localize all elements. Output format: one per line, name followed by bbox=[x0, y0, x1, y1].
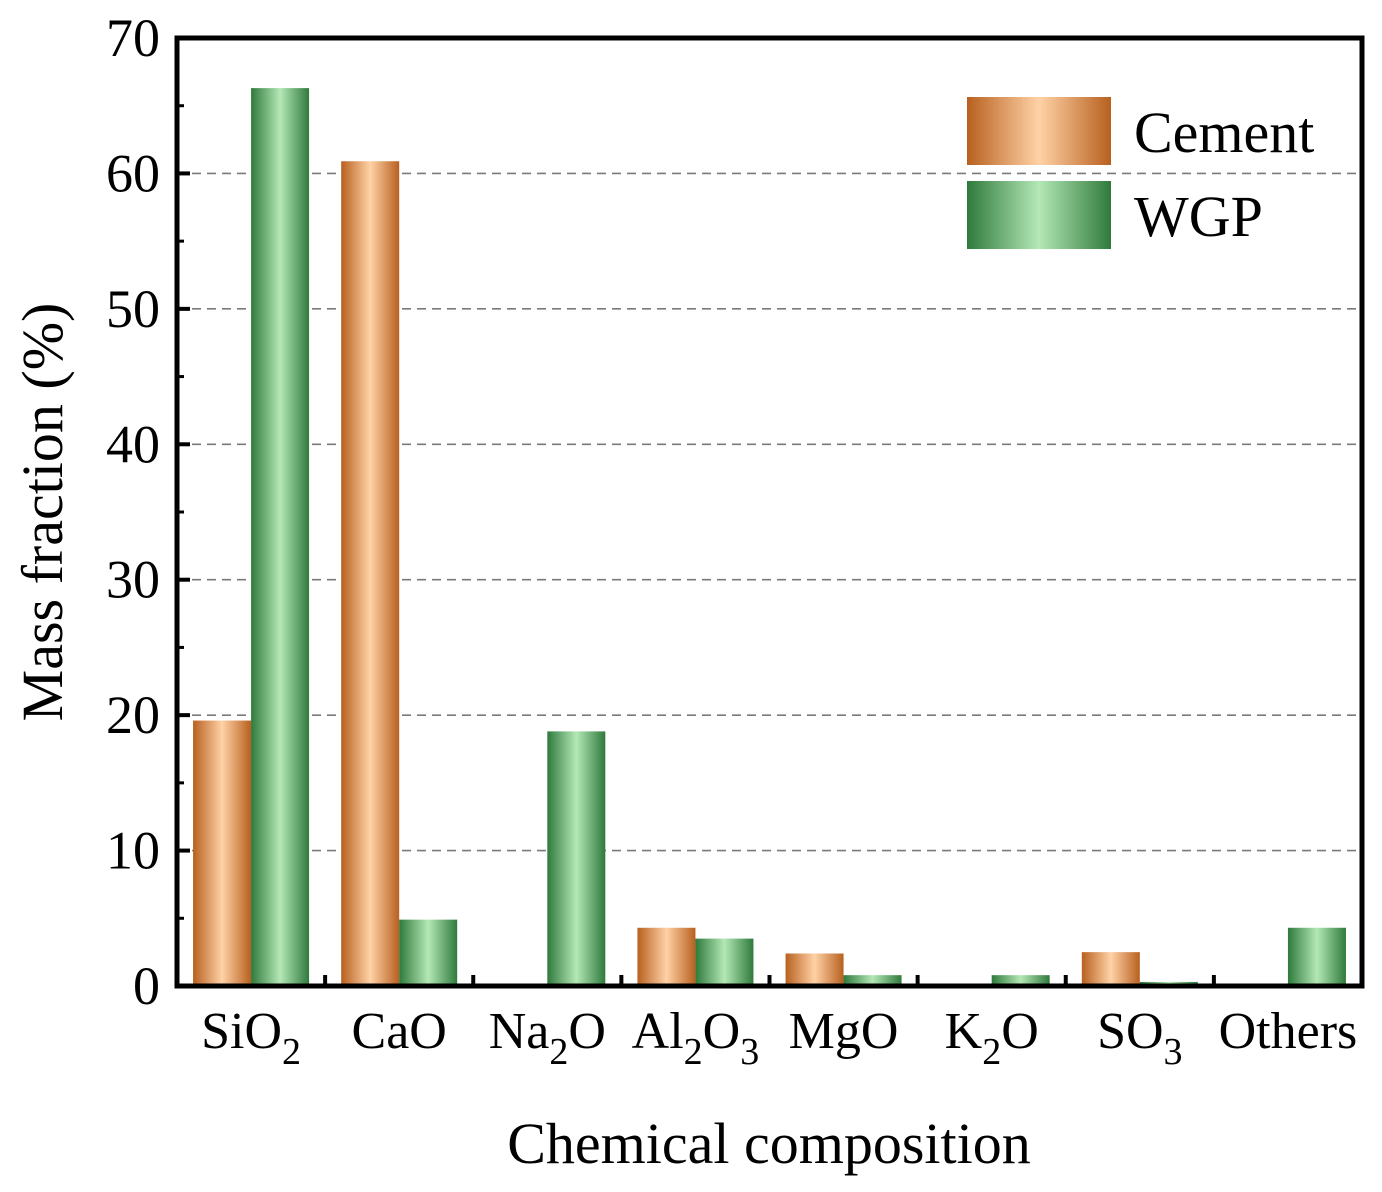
x-tick-label: SO3 bbox=[1097, 1003, 1182, 1073]
x-axis-title: Chemical composition bbox=[507, 1111, 1031, 1176]
y-tick-label: 10 bbox=[106, 821, 160, 881]
legend-swatch-cement bbox=[967, 97, 1111, 165]
x-tick-label: CaO bbox=[352, 1003, 447, 1060]
bar-wgp-al2o3 bbox=[695, 938, 754, 986]
y-axis-title: Mass fraction (%) bbox=[10, 303, 75, 722]
x-tick-label: Na2O bbox=[489, 1003, 606, 1073]
bar-cement-sio2 bbox=[193, 720, 252, 986]
y-tick-label: 60 bbox=[106, 143, 160, 203]
x-tick-label: MgO bbox=[789, 1003, 899, 1060]
legend-swatch-wgp bbox=[967, 181, 1111, 249]
bar-wgp-cao bbox=[399, 919, 458, 986]
bar-cement-so3 bbox=[1081, 952, 1140, 986]
bar-cement-cao bbox=[341, 161, 400, 987]
x-axis: SiO2 CaO Na2O Al2O3 MgO K2O SO3 Others bbox=[201, 975, 1357, 1073]
x-tick-label: Al2O3 bbox=[632, 1003, 760, 1073]
bar-wgp-others bbox=[1287, 927, 1346, 986]
legend-label-wgp: WGP bbox=[1134, 184, 1263, 249]
bar-wgp-k2o bbox=[991, 975, 1050, 986]
y-tick-label: 70 bbox=[106, 8, 160, 68]
legend: Cement WGP bbox=[967, 97, 1314, 249]
bar-wgp-mgo bbox=[843, 975, 902, 986]
y-tick-label: 0 bbox=[133, 956, 160, 1016]
bar-wgp-sio2 bbox=[251, 88, 310, 986]
y-axis: 0 10 20 30 40 50 60 70 bbox=[106, 8, 190, 1016]
y-tick-label: 30 bbox=[106, 550, 160, 610]
x-tick-label: Others bbox=[1219, 1003, 1358, 1060]
y-tick-label: 50 bbox=[106, 279, 160, 339]
y-tick-label: 20 bbox=[106, 685, 160, 745]
legend-label-cement: Cement bbox=[1134, 100, 1314, 165]
bar-cement-al2o3 bbox=[637, 927, 696, 986]
y-tick-label: 40 bbox=[106, 414, 160, 474]
bar-wgp-na2o bbox=[547, 731, 606, 986]
x-tick-label: K2O bbox=[945, 1003, 1039, 1073]
bar-cement-mgo bbox=[785, 953, 844, 986]
x-tick-label: SiO2 bbox=[201, 1003, 301, 1073]
bars bbox=[193, 88, 1346, 987]
